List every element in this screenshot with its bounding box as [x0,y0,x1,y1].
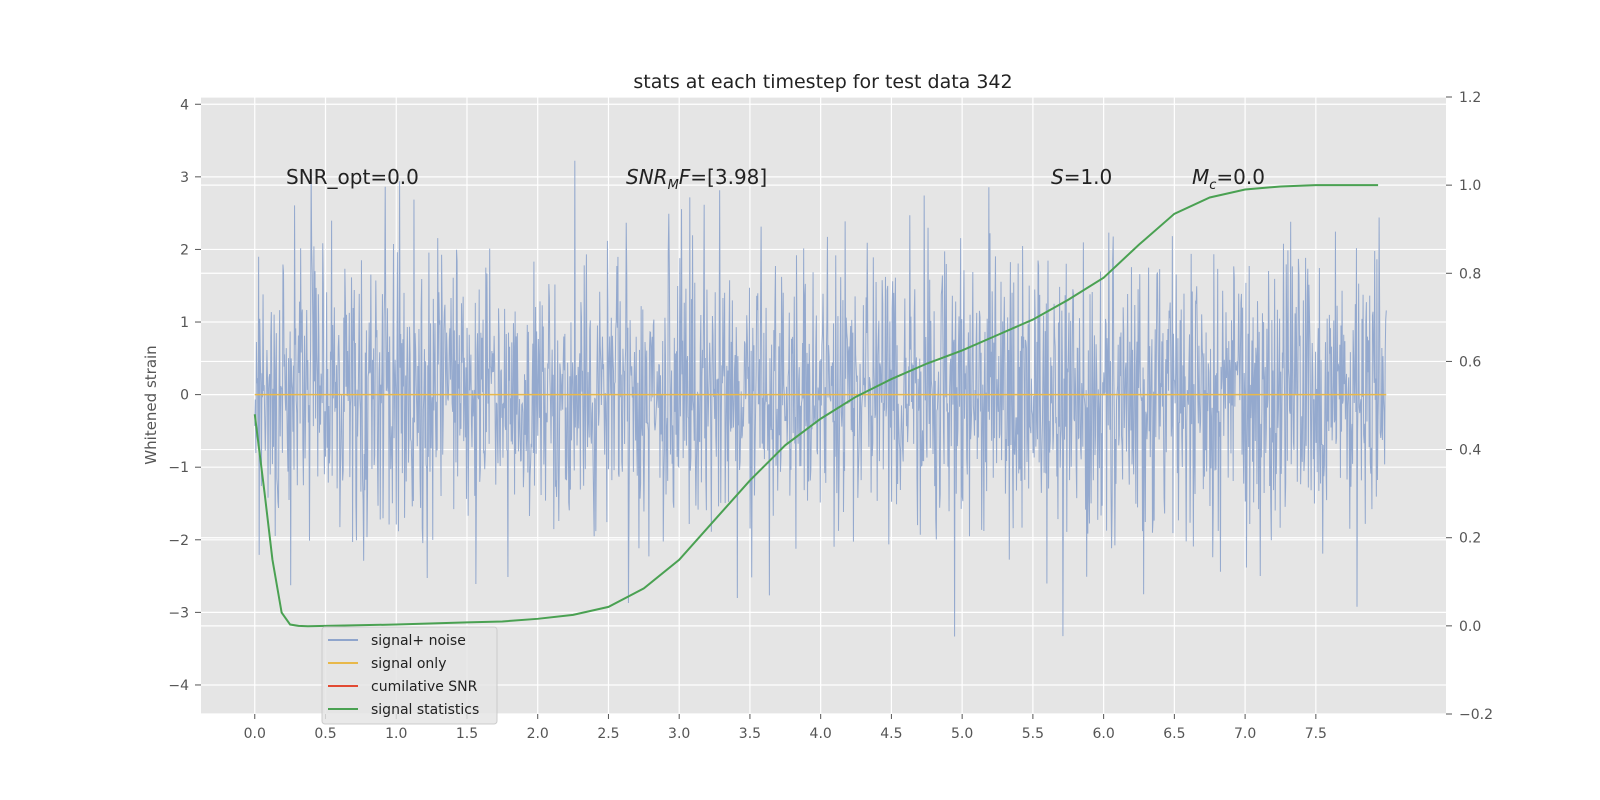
annotation-snr-mf: SNRMF=[3.98] [626,165,767,193]
y2-tick-label: 1.0 [1459,178,1481,194]
x-tick-label: 3.0 [668,726,690,742]
x-axis-ticks: 0.0 0.5 1.0 1.5 2.0 2.5 3.0 3.5 4.0 4.5 5.0 5.5 6.0 6… [244,714,1327,742]
y2-tick-label: 0.6 [1459,354,1481,370]
y-tick-label: 4 [180,97,189,113]
y-tick-label: 1 [180,315,189,331]
legend-label-signal-only: signal only [371,656,446,672]
y-tick-label: −2 [168,533,189,549]
x-tick-label: 5.5 [1022,726,1044,742]
y-axis-ticks: 4 3 2 1 0 −1 −2 −3 −4 [168,97,201,694]
y-tick-label: 0 [180,388,189,404]
y-tick-label: 2 [180,242,189,258]
x-tick-label: 1.0 [385,726,407,742]
annotation-snr-opt: SNR_opt=0.0 [286,165,419,189]
legend-label-signal-statistics: signal statistics [371,702,479,718]
series-line-signal-plus-noise [254,160,1387,637]
x-tick-label: 7.5 [1305,726,1327,742]
x-tick-label: 6.0 [1092,726,1114,742]
x-tick-label: 1.5 [456,726,478,742]
chart-title: stats at each timestep for test data 342 [633,71,1012,93]
annotation-mc: Mc=0.0 [1192,165,1265,193]
y-tick-label: 3 [180,170,189,186]
annotation-s: S=1.0 [1051,165,1112,189]
x-tick-label: 0.0 [244,726,266,742]
x-tick-label: 2.5 [597,726,619,742]
y-tick-label: −3 [168,605,189,621]
x-tick-label: 2.0 [527,726,549,742]
y2-tick-label: 0.8 [1459,266,1481,282]
annotations: SNR_opt=0.0 SNRMF=[3.98] S=1.0 Mc=0.0 [286,165,1265,193]
y-tick-label: −1 [168,460,189,476]
y-axis-label: Whitened strain [142,345,160,464]
y2-tick-label: 0.4 [1459,443,1481,459]
x-tick-label: 0.5 [314,726,336,742]
legend: signal+ noise signal only cumilative SNR… [321,626,498,725]
legend-label-cumilative-snr: cumilative SNR [371,679,478,695]
y2-tick-label: 0.0 [1459,619,1481,635]
y2-tick-label: −0.2 [1459,707,1493,723]
x-tick-label: 4.0 [810,726,832,742]
x-tick-label: 3.5 [739,726,761,742]
series-signal-statistics [253,184,1379,628]
y-tick-label: −4 [168,678,189,694]
y2-tick-label: 0.2 [1459,531,1481,547]
y2-axis-ticks: 1.2 1.0 0.8 0.6 0.4 0.2 0.0 −0.2 [1446,90,1493,723]
series-signal-plus-noise [254,160,1387,637]
series-line-signal-statistics [253,184,1379,628]
legend-label-signal-plus-noise: signal+ noise [371,633,466,649]
y2-tick-label: 1.2 [1459,90,1481,106]
legend-box [321,626,498,725]
x-tick-label: 5.0 [951,726,973,742]
x-tick-label: 6.5 [1163,726,1185,742]
x-tick-label: 7.0 [1234,726,1256,742]
x-tick-label: 4.5 [880,726,902,742]
